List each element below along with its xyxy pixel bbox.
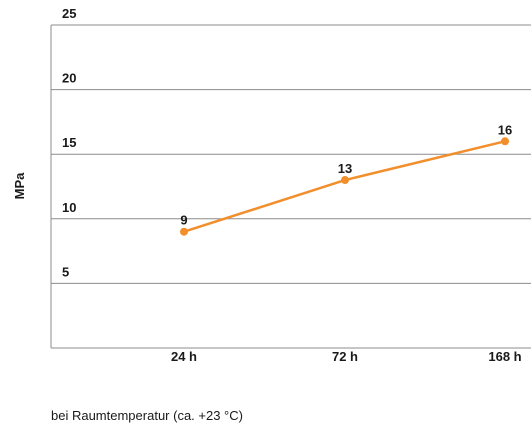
x-tick-label: 24 h <box>171 349 197 364</box>
y-tick-label: 15 <box>62 135 76 150</box>
series-line <box>183 140 506 233</box>
data-point <box>180 227 188 236</box>
data-point <box>341 176 349 185</box>
x-axis-caption: bei Raumtemperatur (ca. +23 °C) <box>51 408 243 423</box>
data-label: 16 <box>498 122 512 137</box>
grid-lines <box>51 24 531 284</box>
data-label: 9 <box>180 213 187 228</box>
axes <box>50 25 531 349</box>
data-label: 13 <box>338 161 352 176</box>
data-point <box>501 137 509 146</box>
x-tick-label: 72 h <box>332 349 358 364</box>
y-tick-label: 20 <box>62 71 76 86</box>
y-tick-label: 25 <box>62 6 76 21</box>
y-tick-labels: 5 10 15 20 25 <box>62 6 76 279</box>
y-tick-label: 10 <box>62 200 76 215</box>
y-axis-label: MPa <box>12 172 27 200</box>
y-tick-label: 5 <box>62 264 69 279</box>
x-tick-labels: 24 h 72 h 168 h <box>171 349 522 364</box>
x-tick-label: 168 h <box>488 349 521 364</box>
series: 9 13 16 <box>180 122 512 236</box>
